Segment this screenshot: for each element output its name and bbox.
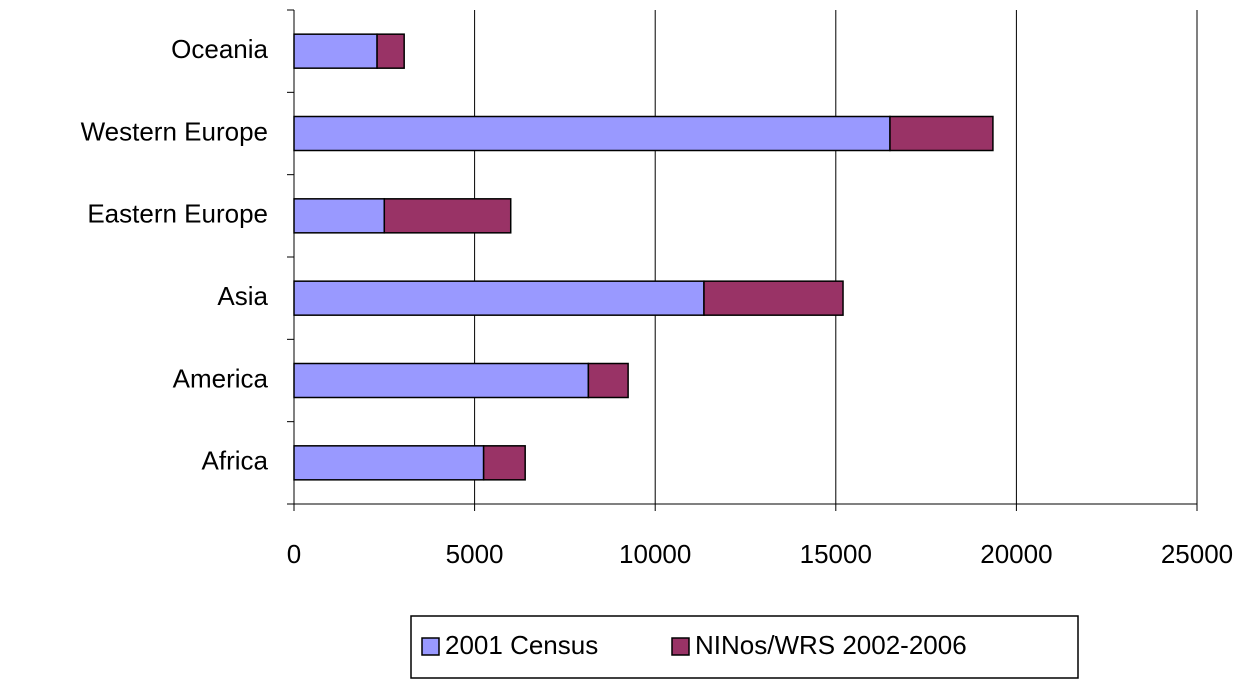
bar-segment [482, 445, 526, 481]
x-tick-label: 20000 [980, 539, 1052, 569]
bar-segment [376, 33, 405, 69]
bar-segment [383, 198, 512, 234]
bar-segment [293, 33, 378, 69]
y-tick-label: Eastern Europe [87, 199, 268, 229]
legend-label: NINos/WRS 2002-2006 [695, 630, 967, 660]
legend-swatch [671, 637, 690, 656]
x-tick-label: 5000 [446, 539, 504, 569]
x-tick-label: 15000 [800, 539, 872, 569]
x-tick-label: 10000 [619, 539, 691, 569]
legend-swatch [421, 637, 440, 656]
x-tick-label: 25000 [1161, 539, 1233, 569]
bar-segment [293, 115, 891, 152]
y-tick-label: Africa [202, 446, 269, 476]
bar-segment [293, 445, 485, 481]
bar-segment [587, 362, 629, 399]
bar-segment [889, 115, 994, 152]
y-tick-label: Western Europe [81, 116, 268, 146]
bar-segment [293, 362, 590, 399]
bar-segment [293, 280, 705, 316]
bar-segment [293, 198, 386, 234]
legend-label: 2001 Census [445, 630, 598, 660]
y-tick-label: Oceania [171, 34, 268, 64]
y-tick-label: America [173, 363, 269, 393]
bar-segment [703, 280, 844, 316]
x-tick-label: 0 [287, 539, 301, 569]
y-tick-label: Asia [217, 281, 268, 311]
legend-box [410, 615, 1079, 679]
